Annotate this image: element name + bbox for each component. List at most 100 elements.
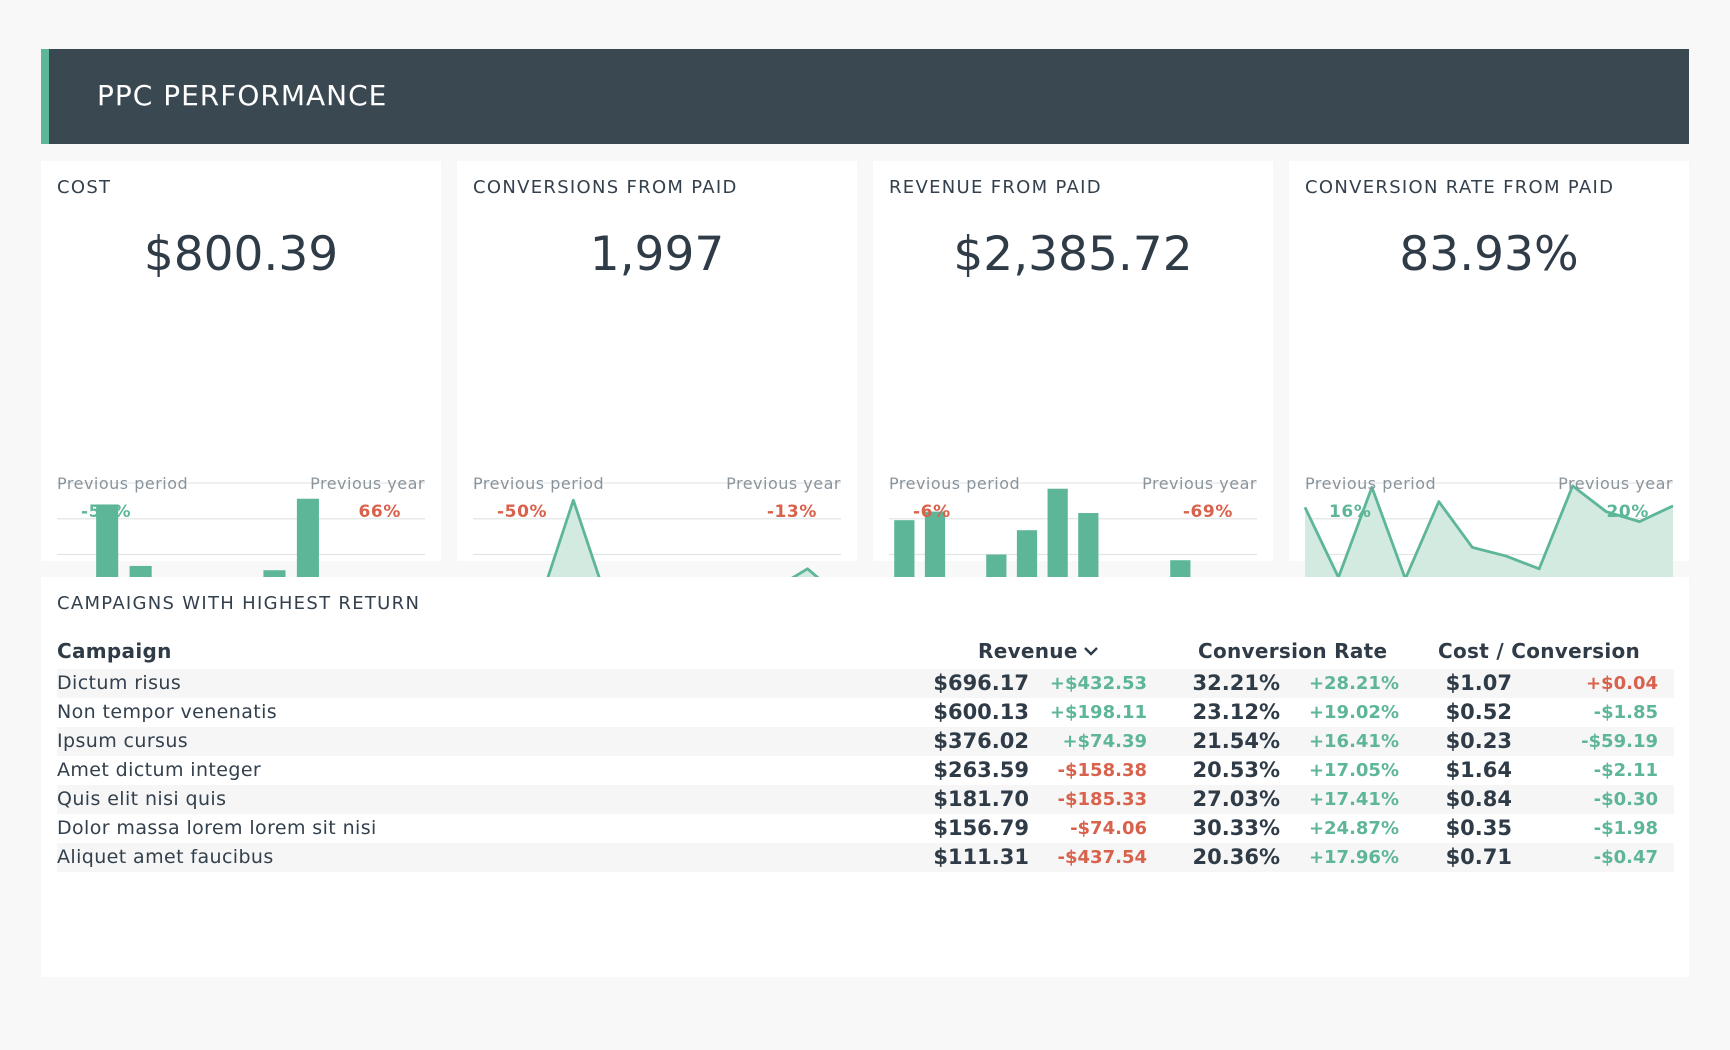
cost-per-conversion-value: $1.64 <box>1445 758 1512 782</box>
column-header-conversion-rate[interactable]: Conversion Rate <box>1198 639 1387 663</box>
revenue-value: $696.17 <box>933 671 1029 695</box>
cost-per-conversion-delta: -$1.85 <box>1593 702 1658 723</box>
cost-per-conversion-value: $0.52 <box>1445 700 1512 724</box>
conversion-rate-value: 20.36% <box>1192 845 1280 869</box>
conversion-rate-delta: +17.05% <box>1308 760 1399 781</box>
previous-year-change: -69% <box>1182 502 1233 522</box>
campaign-name: Non tempor venenatis <box>57 701 278 723</box>
conversion-rate-value: 32.21% <box>1192 671 1280 695</box>
previous-period-label: Previous period <box>57 474 189 493</box>
cost-per-conversion-value: $0.35 <box>1445 816 1512 840</box>
cost-per-conversion-delta: -$0.30 <box>1593 789 1658 810</box>
table-title: CAMPAIGNS WITH HIGHEST RETURN <box>57 593 421 614</box>
previous-period-label: Previous period <box>473 474 605 493</box>
revenue-delta: -$74.06 <box>1070 818 1147 839</box>
column-header-label: Revenue <box>978 639 1078 663</box>
conversion-rate-delta: +24.87% <box>1308 818 1399 839</box>
revenue-delta: +$198.11 <box>1049 702 1147 723</box>
previous-year-label: Previous year <box>1142 474 1257 493</box>
campaign-name: Dolor massa lorem lorem sit nisi <box>57 817 377 839</box>
previous-year-label: Previous year <box>310 474 425 493</box>
column-header-label: Conversion Rate <box>1198 639 1388 663</box>
previous-period-label: Previous period <box>1305 474 1437 493</box>
revenue-value: $111.31 <box>933 845 1029 869</box>
table-row[interactable]: Non tempor venenatis $600.13 +$198.11 23… <box>57 698 1674 727</box>
cost-per-conversion-delta: -$1.98 <box>1593 818 1658 839</box>
conversion-rate-delta: +17.96% <box>1308 847 1399 868</box>
conversion-rate-delta: +17.41% <box>1308 789 1399 810</box>
cost-per-conversion-delta: -$59.19 <box>1581 731 1658 752</box>
campaign-name: Aliquet amet faucibus <box>57 846 274 868</box>
page-title: PPC PERFORMANCE <box>97 79 388 112</box>
kpi-card-revenue: REVENUE FROM PAID $2,385.72 Previous per… <box>873 161 1273 627</box>
conversion-rate-value: 30.33% <box>1192 816 1280 840</box>
kpi-card-cost: COST $800.39 Previous period Previous ye… <box>41 161 441 627</box>
table-row[interactable]: Dictum risus $696.17 +$432.53 32.21% +28… <box>57 669 1674 698</box>
kpi-value: 1,997 <box>589 227 725 282</box>
conversion-rate-value: 23.12% <box>1192 700 1280 724</box>
campaign-name: Dictum risus <box>57 672 182 694</box>
previous-period-change: -6% <box>913 502 951 522</box>
table-row[interactable]: Dolor massa lorem lorem sit nisi $156.79… <box>57 814 1674 843</box>
campaign-name: Amet dictum integer <box>57 759 262 781</box>
previous-year-label: Previous year <box>1558 474 1673 493</box>
previous-year-change: 66% <box>358 502 401 522</box>
conversion-rate-value: 20.53% <box>1192 758 1280 782</box>
previous-period-change: 16% <box>1329 502 1372 522</box>
table-row[interactable]: Amet dictum integer $263.59 -$158.38 20.… <box>57 756 1674 785</box>
dashboard-header: PPC PERFORMANCE <box>41 49 1689 144</box>
revenue-value: $376.02 <box>933 729 1029 753</box>
kpi-title: CONVERSIONS FROM PAID <box>473 177 738 198</box>
cost-per-conversion-value: $0.84 <box>1445 787 1512 811</box>
previous-year-change: -13% <box>766 502 817 522</box>
kpi-title: CONVERSION RATE FROM PAID <box>1305 177 1615 198</box>
cost-per-conversion-delta: +$0.04 <box>1585 673 1658 694</box>
previous-year-label: Previous year <box>726 474 841 493</box>
conversion-rate-value: 27.03% <box>1192 787 1280 811</box>
cost-per-conversion-delta: -$2.11 <box>1593 760 1658 781</box>
revenue-value: $156.79 <box>933 816 1029 840</box>
column-header-revenue[interactable]: Revenue <box>978 639 1098 663</box>
revenue-value: $263.59 <box>933 758 1029 782</box>
revenue-value: $181.70 <box>933 787 1029 811</box>
previous-year-change: 20% <box>1606 502 1649 522</box>
cost-per-conversion-value: $0.23 <box>1445 729 1512 753</box>
kpi-card-conversion-rate: CONVERSION RATE FROM PAID 83.93% Previou… <box>1289 161 1689 627</box>
column-header-label: Campaign <box>57 639 172 663</box>
kpi-title: REVENUE FROM PAID <box>889 177 1102 198</box>
cost-per-conversion-value: $1.07 <box>1445 671 1512 695</box>
previous-period-change: -55% <box>81 502 132 522</box>
previous-period-label: Previous period <box>889 474 1021 493</box>
cost-per-conversion-delta: -$0.47 <box>1593 847 1658 868</box>
kpi-value: $2,385.72 <box>953 227 1193 282</box>
table-body: Dictum risus $696.17 +$432.53 32.21% +28… <box>57 669 1674 872</box>
revenue-delta: -$158.38 <box>1057 760 1147 781</box>
table-row[interactable]: Ipsum cursus $376.02 +$74.39 21.54% +16.… <box>57 727 1674 756</box>
conversion-rate-value: 21.54% <box>1192 729 1280 753</box>
revenue-delta: +$432.53 <box>1049 673 1147 694</box>
conversion-rate-delta: +28.21% <box>1308 673 1399 694</box>
kpi-value: 83.93% <box>1399 227 1579 282</box>
column-header-label: Cost / Conversion <box>1438 639 1641 663</box>
conversion-rate-delta: +19.02% <box>1308 702 1399 723</box>
table-row[interactable]: Aliquet amet faucibus $111.31 -$437.54 2… <box>57 843 1674 872</box>
chart-line <box>1303 484 1674 581</box>
revenue-delta: -$185.33 <box>1057 789 1147 810</box>
cost-per-conversion-value: $0.71 <box>1445 845 1512 869</box>
conversion-rate-delta: +16.41% <box>1308 731 1399 752</box>
column-header-campaign[interactable]: Campaign <box>57 639 172 663</box>
campaign-name: Ipsum cursus <box>57 730 189 752</box>
chevron-down-icon[interactable] <box>1083 644 1098 660</box>
table-row[interactable]: Quis elit nisi quis $181.70 -$185.33 27.… <box>57 785 1674 814</box>
revenue-delta: -$437.54 <box>1057 847 1147 868</box>
campaigns-table-card: CAMPAIGNS WITH HIGHEST RETURN Campaign R… <box>41 577 1689 977</box>
revenue-delta: +$74.39 <box>1062 731 1147 752</box>
header-accent-bar <box>41 49 49 144</box>
kpi-value: $800.39 <box>143 227 339 282</box>
column-header-cost-per-conversion[interactable]: Cost / Conversion <box>1438 639 1640 663</box>
previous-period-change: -50% <box>497 502 548 522</box>
kpi-title: COST <box>57 177 112 198</box>
revenue-value: $600.13 <box>933 700 1029 724</box>
kpi-card-conversions: CONVERSIONS FROM PAID 1,997 Previous per… <box>457 161 857 627</box>
campaign-name: Quis elit nisi quis <box>57 788 227 810</box>
